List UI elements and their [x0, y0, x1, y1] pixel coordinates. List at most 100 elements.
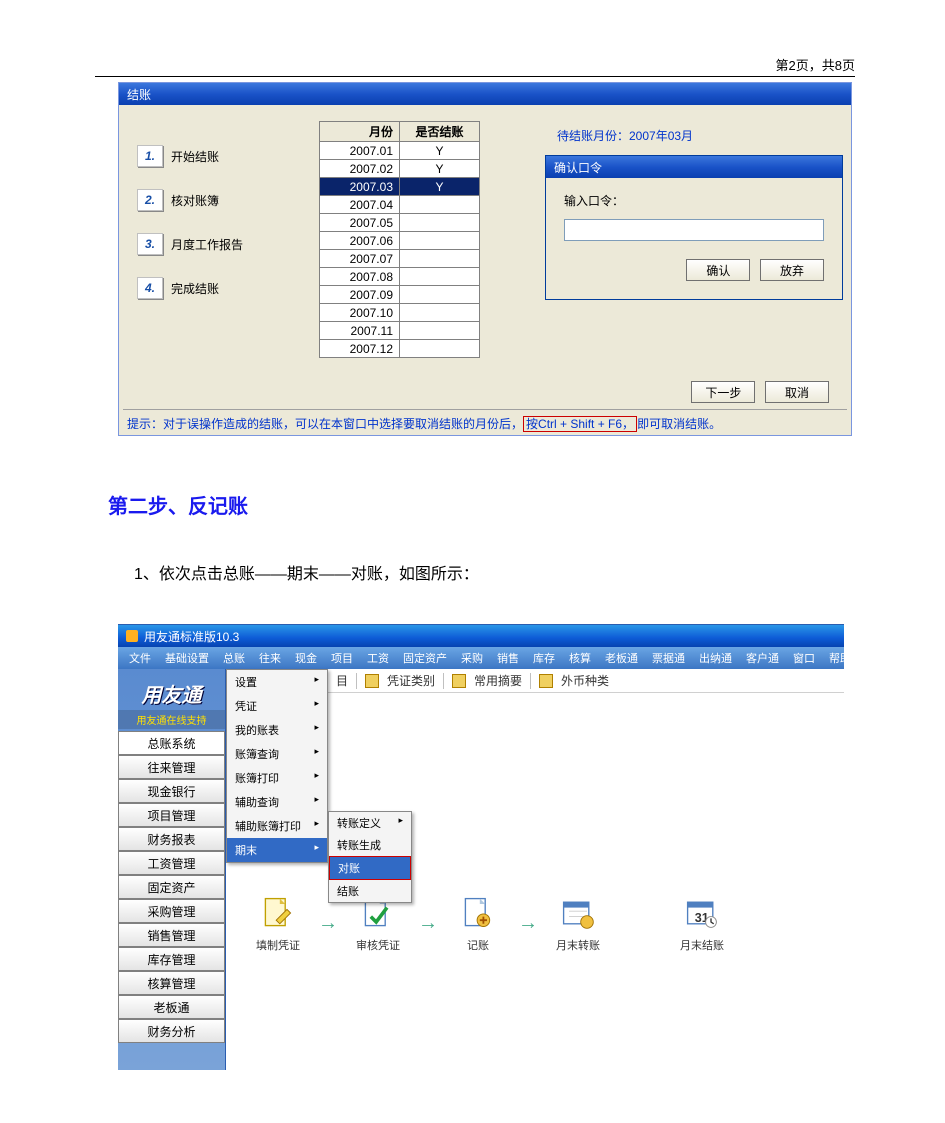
month-row[interactable]: 2007.11: [320, 322, 480, 340]
menu-item[interactable]: 设置: [227, 670, 327, 694]
nav-item[interactable]: 老板通: [118, 995, 225, 1019]
closed-cell: [400, 268, 480, 286]
month-cell: 2007.07: [320, 250, 400, 268]
confirm-button[interactable]: 确认: [686, 259, 750, 281]
workflow-label: 月末转账: [556, 937, 600, 953]
menu-item[interactable]: 转账生成: [329, 834, 411, 856]
menu-item[interactable]: 项目: [324, 650, 360, 666]
nav-item[interactable]: 销售管理: [118, 923, 225, 947]
nav-item[interactable]: 固定资产: [118, 875, 225, 899]
calendar-transfer-icon: [558, 893, 598, 933]
separator: [443, 673, 444, 689]
wizard-step-2[interactable]: 2. 核对账簿: [137, 189, 277, 211]
month-row[interactable]: 2007.09: [320, 286, 480, 304]
col-header-month: 月份: [320, 122, 400, 142]
workflow-label: 填制凭证: [256, 937, 300, 953]
menu-item[interactable]: 账簿查询: [227, 742, 327, 766]
menu-item[interactable]: 结账: [329, 880, 411, 902]
nav-item[interactable]: 采购管理: [118, 899, 225, 923]
nav-item[interactable]: 往来管理: [118, 755, 225, 779]
separator: [356, 673, 357, 689]
pending-close-label: 待结账月份：2007年03月: [557, 127, 693, 144]
dialog-title: 结账: [127, 88, 151, 102]
menu-item[interactable]: 老板通: [598, 650, 645, 666]
divider: [123, 409, 847, 410]
month-row[interactable]: 2007.06: [320, 232, 480, 250]
month-cell: 2007.02: [320, 160, 400, 178]
menu-item[interactable]: 转账定义: [329, 812, 411, 834]
menu-item[interactable]: 采购: [454, 650, 490, 666]
menu-item[interactable]: 票据通: [645, 650, 692, 666]
nav-item[interactable]: 工资管理: [118, 851, 225, 875]
toolbar-item[interactable]: 目: [336, 672, 348, 689]
nav-item[interactable]: 现金银行: [118, 779, 225, 803]
wizard-steps: 1. 开始结账 2. 核对账簿 3. 月度工作报告 4. 完成结账: [137, 123, 277, 321]
closed-cell: [400, 304, 480, 322]
workflow-step-post[interactable]: 记账: [454, 893, 502, 953]
workflow-step-month-transfer[interactable]: 月末转账: [554, 893, 602, 953]
menu-item[interactable]: 库存: [526, 650, 562, 666]
workflow-step-create-voucher[interactable]: 填制凭证: [254, 893, 302, 953]
month-row[interactable]: 2007.10: [320, 304, 480, 322]
month-cell: 2007.11: [320, 322, 400, 340]
menu-item[interactable]: 核算: [562, 650, 598, 666]
menu-item[interactable]: 账簿打印: [227, 766, 327, 790]
step-label: 开始结账: [171, 148, 219, 165]
tip-prefix: 提示：对于误操作造成的结账，可以在本窗口中选择要取消结账的月份后，: [127, 417, 523, 431]
menu-item[interactable]: 出纳通: [692, 650, 739, 666]
cancel-button[interactable]: 取消: [765, 381, 829, 403]
menu-item[interactable]: 基础设置: [158, 650, 216, 666]
month-cell: 2007.03: [320, 178, 400, 196]
password-input[interactable]: [564, 219, 824, 241]
toolbar-item[interactable]: 凭证类别: [387, 672, 435, 689]
menu-item[interactable]: 往来: [252, 650, 288, 666]
instruction-text: 1、依次点击总账——期末——对账，如图所示：: [134, 560, 479, 584]
closed-cell: [400, 214, 480, 232]
month-row[interactable]: 2007.02Y: [320, 160, 480, 178]
menu-item[interactable]: 销售: [490, 650, 526, 666]
nav-item[interactable]: 核算管理: [118, 971, 225, 995]
month-row[interactable]: 2007.01Y: [320, 142, 480, 160]
tip-box-pre: 按: [526, 417, 538, 431]
month-row[interactable]: 2007.08: [320, 268, 480, 286]
menu-item[interactable]: 对账: [329, 856, 411, 880]
menu-item[interactable]: 现金: [288, 650, 324, 666]
arrow-icon: →: [418, 912, 438, 935]
nav-item[interactable]: 财务分析: [118, 1019, 225, 1043]
month-row[interactable]: 2007.05: [320, 214, 480, 232]
next-step-button[interactable]: 下一步: [691, 381, 755, 403]
password-label: 输入口令：: [564, 192, 824, 209]
month-cell: 2007.06: [320, 232, 400, 250]
menubar: 文件基础设置总账往来现金项目工资固定资产采购销售库存核算老板通票据通出纳通客户通…: [118, 647, 844, 669]
menu-item[interactable]: 文件: [122, 650, 158, 666]
wizard-step-3[interactable]: 3. 月度工作报告: [137, 233, 277, 255]
nav-item[interactable]: 总账系统: [118, 731, 225, 755]
menu-item[interactable]: 我的账表: [227, 718, 327, 742]
menu-item[interactable]: 固定资产: [396, 650, 454, 666]
toolbar-item[interactable]: 常用摘要: [474, 672, 522, 689]
wizard-step-1[interactable]: 1. 开始结账: [137, 145, 277, 167]
closed-cell: [400, 340, 480, 358]
menu-item[interactable]: 客户通: [739, 650, 786, 666]
menu-item[interactable]: 总账: [216, 650, 252, 666]
step-label: 月度工作报告: [171, 236, 243, 253]
menu-item[interactable]: 凭证: [227, 694, 327, 718]
month-row[interactable]: 2007.07: [320, 250, 480, 268]
menu-item[interactable]: 窗口: [786, 650, 822, 666]
nav-item[interactable]: 项目管理: [118, 803, 225, 827]
menu-item[interactable]: 期末: [227, 838, 327, 862]
menu-item[interactable]: 辅助账簿打印: [227, 814, 327, 838]
month-row[interactable]: 2007.03Y: [320, 178, 480, 196]
month-cell: 2007.04: [320, 196, 400, 214]
menu-item[interactable]: 辅助查询: [227, 790, 327, 814]
abandon-button[interactable]: 放弃: [760, 259, 824, 281]
workflow-step-month-close[interactable]: 31 月末结账: [678, 893, 726, 953]
month-row[interactable]: 2007.12: [320, 340, 480, 358]
toolbar-item[interactable]: 外币种类: [561, 672, 609, 689]
nav-item[interactable]: 库存管理: [118, 947, 225, 971]
wizard-step-4[interactable]: 4. 完成结账: [137, 277, 277, 299]
menu-item[interactable]: 工资: [360, 650, 396, 666]
month-row[interactable]: 2007.04: [320, 196, 480, 214]
nav-item[interactable]: 财务报表: [118, 827, 225, 851]
menu-item[interactable]: 帮助: [822, 650, 858, 666]
